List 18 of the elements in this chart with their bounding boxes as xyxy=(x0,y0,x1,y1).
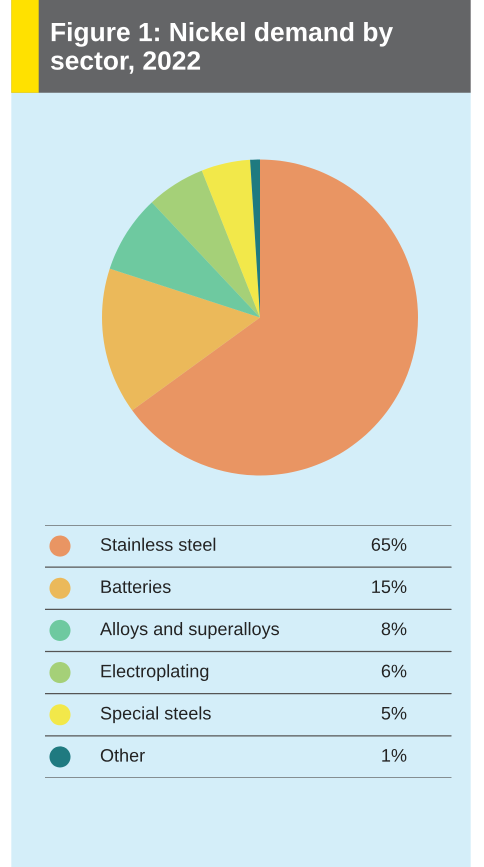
legend-label: Alloys and superalloys xyxy=(100,622,279,639)
legend-label: Batteries xyxy=(101,580,171,594)
data-label: 5% xyxy=(382,706,406,720)
legend-label: Other xyxy=(100,748,145,762)
data-label: 15% xyxy=(372,580,406,594)
data-label: 65% xyxy=(372,538,406,551)
legend-label: Electroplating xyxy=(101,664,208,681)
legend-label: Special steels xyxy=(100,706,211,724)
legend-label: Stainless steel xyxy=(100,538,216,551)
data-label: 8% xyxy=(382,622,406,636)
pie-slice xyxy=(110,202,260,318)
pie-slice xyxy=(102,268,260,410)
pie-slice xyxy=(202,160,260,318)
pie-slice xyxy=(132,160,418,476)
data-label: 6% xyxy=(382,664,406,678)
chart-title: Figure 1: Nickel demand by sector, 2022 xyxy=(50,22,394,74)
data-label: 1% xyxy=(382,749,406,762)
pie-slice xyxy=(152,170,260,318)
